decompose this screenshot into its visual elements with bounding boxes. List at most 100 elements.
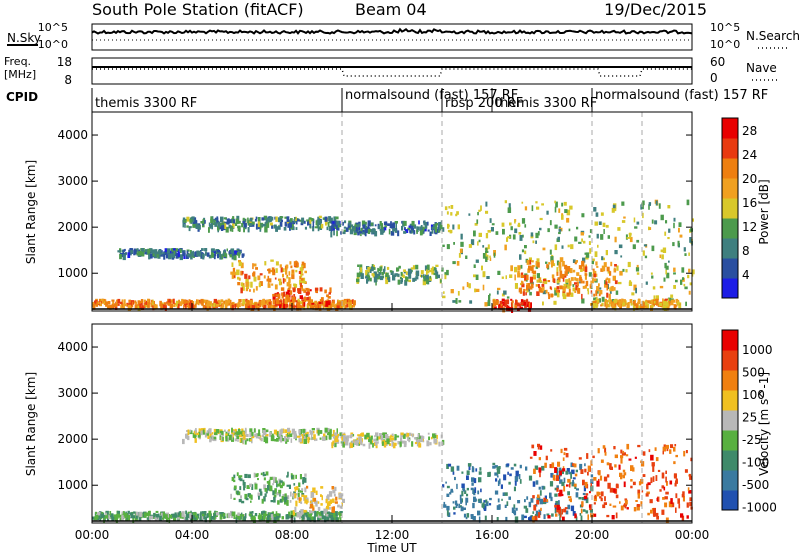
data-cell (297, 219, 301, 222)
data-cell (402, 274, 405, 279)
data-cell (515, 507, 518, 511)
data-cell (324, 508, 328, 512)
data-cell (468, 213, 471, 216)
colorbar-tick-label: 20 (742, 172, 757, 186)
colorbar-swatch-4 (722, 410, 738, 431)
data-cell (563, 201, 567, 206)
data-cell (665, 269, 667, 275)
data-cell (584, 274, 587, 280)
data-cell (360, 267, 362, 273)
data-cell (575, 469, 578, 473)
data-cell (315, 438, 318, 441)
data-cell (113, 514, 117, 520)
data-cell (596, 286, 600, 292)
data-cell (529, 291, 532, 296)
data-cell (675, 279, 678, 283)
data-cell (177, 303, 180, 310)
data-cell (302, 514, 305, 520)
data-cell (211, 435, 214, 438)
data-cell (598, 298, 601, 303)
data-cell (191, 216, 195, 219)
data-cell (446, 269, 449, 276)
data-cell (378, 271, 381, 276)
data-cell (194, 252, 198, 257)
data-cell (666, 272, 670, 279)
colorbar-tick-label: 100 (742, 388, 765, 402)
data-cell (565, 266, 568, 273)
data-cell (473, 496, 476, 503)
data-cell (540, 507, 542, 511)
data-cell (517, 265, 521, 271)
data-cell (529, 516, 533, 521)
data-cell (526, 284, 529, 291)
data-cell (673, 473, 677, 479)
data-cell (203, 299, 207, 303)
data-cell (260, 472, 263, 476)
data-cell (148, 253, 151, 260)
data-cell (276, 492, 280, 496)
data-cell (269, 269, 272, 272)
data-cell (488, 471, 491, 477)
data-cell (528, 283, 531, 289)
data-cell (570, 244, 574, 250)
data-cell (601, 302, 604, 307)
data-cell (570, 462, 573, 468)
data-cell (455, 298, 458, 304)
data-cell (590, 290, 593, 294)
data-cell (478, 477, 482, 483)
noise-right-tick-bottom: 10^0 (710, 38, 740, 51)
data-cell (312, 305, 315, 310)
data-cell (330, 434, 334, 437)
data-cell (293, 434, 295, 439)
data-cell (612, 505, 617, 508)
data-cell (466, 470, 470, 475)
data-cell (174, 302, 177, 306)
data-cell (472, 490, 474, 494)
noise-left-tick-top: 10^5 (38, 21, 68, 34)
data-cell (612, 488, 616, 493)
data-cell (130, 250, 134, 254)
data-cell (303, 262, 306, 269)
colorbar-swatch-8 (722, 330, 738, 351)
data-cell (235, 517, 238, 523)
data-cell (453, 506, 456, 510)
data-cell (300, 282, 302, 287)
data-cell (244, 273, 248, 279)
data-cell (392, 222, 395, 228)
data-cell (644, 255, 648, 259)
data-cell (345, 300, 348, 304)
data-cell (655, 512, 659, 517)
data-cell (279, 482, 281, 487)
data-cell (286, 475, 289, 478)
data-cell (547, 515, 551, 519)
data-region-6 (529, 443, 693, 524)
data-cell (385, 272, 389, 278)
data-cell (108, 514, 112, 520)
data-cell (254, 433, 258, 438)
data-cell (643, 302, 645, 308)
data-cell (192, 250, 195, 257)
data-cell (249, 431, 253, 437)
data-cell (253, 472, 256, 478)
data-cell (216, 250, 221, 253)
data-cell (211, 432, 214, 435)
data-cell (426, 279, 429, 285)
data-cell (210, 248, 213, 253)
data-cell (229, 254, 232, 258)
data-cell (95, 514, 99, 519)
data-cell (558, 476, 561, 480)
data-cell (663, 305, 668, 311)
data-cell (680, 513, 684, 518)
data-cell (327, 296, 331, 299)
data-cell (579, 281, 582, 284)
colorbar-swatch-2 (722, 238, 738, 259)
data-cell (185, 510, 187, 515)
data-cell (471, 477, 475, 482)
data-cell (294, 305, 298, 308)
data-cell (618, 281, 622, 285)
data-cell (209, 516, 211, 523)
data-cell (542, 281, 546, 284)
data-cell (372, 442, 374, 448)
data-cell (556, 487, 559, 492)
data-cell (278, 302, 282, 305)
